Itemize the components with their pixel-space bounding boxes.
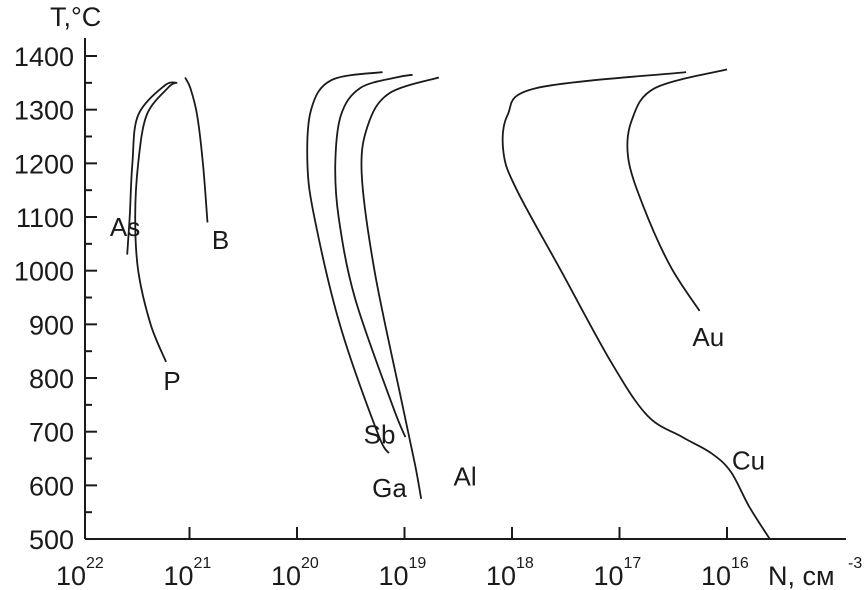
y-tick-label: 1200: [14, 149, 74, 179]
x-tick-exponent: 22: [86, 555, 104, 572]
curve-au: [626, 68, 728, 312]
curve-b: [184, 77, 209, 223]
curve-al: [360, 76, 440, 499]
label-sb: Sb: [364, 419, 396, 449]
y-tick-label: 700: [29, 418, 74, 448]
x-tick-exponent: 20: [301, 555, 319, 572]
label-b: B: [212, 225, 229, 255]
x-tick-exponent: 16: [731, 555, 749, 572]
curve-p: [134, 82, 177, 363]
x-axis-title-exponent: -3: [848, 555, 862, 572]
label-cu: Cu: [732, 445, 765, 475]
x-tick-label: 10: [56, 561, 86, 590]
curves: [126, 68, 771, 540]
y-tick-label: 1100: [16, 203, 74, 233]
x-tick-exponent: 19: [409, 555, 427, 572]
label-al: Al: [454, 461, 477, 491]
curve-labels: As P B Sb Ga Al Au Cu: [110, 212, 765, 503]
y-tick-label: 1400: [14, 42, 74, 72]
y-tick-label: 600: [29, 471, 74, 501]
label-au: Au: [692, 322, 724, 352]
x-tick-label: 10: [594, 561, 624, 590]
label-as: As: [110, 212, 140, 242]
curve-cu: [501, 71, 771, 540]
label-ga: Ga: [372, 473, 407, 503]
y-tick-label: 1000: [14, 257, 74, 287]
y-tick-label: 900: [29, 310, 74, 340]
label-p: P: [163, 366, 180, 396]
curve-as: [126, 81, 178, 255]
x-axis-title: N, см: [768, 561, 835, 590]
x-tick-label: 10: [379, 561, 409, 590]
x-tick-label: 10: [486, 561, 516, 590]
y-axis-title: T,°C: [50, 2, 101, 32]
x-tick-exponent: 21: [194, 555, 212, 572]
x-tick-label: 10: [701, 561, 731, 590]
x-tick-exponent: 17: [624, 555, 642, 572]
y-tick-label: 1300: [14, 96, 74, 126]
x-tick-label: 10: [271, 561, 301, 590]
curve-sb: [306, 71, 390, 454]
x-tick-label: 10: [164, 561, 194, 590]
y-tick-label: 500: [29, 525, 74, 555]
curve-ga: [334, 73, 413, 438]
y-tick-label: 800: [29, 364, 74, 394]
x-tick-exponent: 18: [516, 555, 534, 572]
